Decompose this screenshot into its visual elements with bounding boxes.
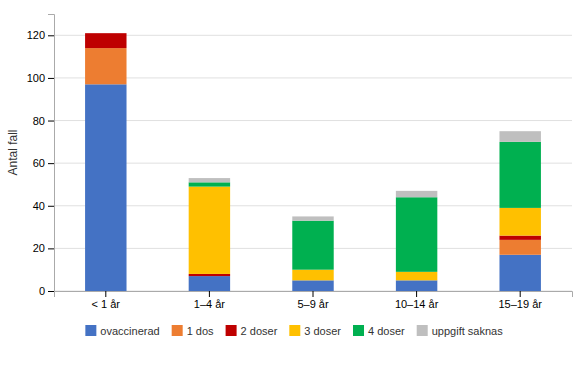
x-axis: < 1 år 1–4 år 5–9 år 10–14 år 15–19 år bbox=[55, 291, 573, 310]
x-tick-mark bbox=[209, 291, 210, 297]
y-tick-mark bbox=[48, 248, 54, 249]
y-tick-mark bbox=[48, 291, 54, 292]
series bbox=[189, 187, 541, 281]
legend-item: 2 doser bbox=[226, 325, 278, 337]
x-tick-mark bbox=[313, 291, 314, 297]
y-tick-label: 20 bbox=[33, 242, 45, 254]
grid-line bbox=[54, 120, 572, 121]
legend-swatch bbox=[417, 325, 428, 336]
y-tick-label: 60 bbox=[33, 157, 45, 169]
x-tick: 1–4 år bbox=[194, 291, 226, 310]
bar-segment bbox=[499, 236, 540, 240]
bar-segment bbox=[499, 131, 540, 142]
y-tick: 100 bbox=[27, 72, 54, 84]
y-tick-label: 80 bbox=[33, 115, 45, 127]
bar-segment bbox=[292, 221, 333, 270]
y-tick-mark bbox=[48, 206, 54, 207]
x-tick: < 1 år bbox=[92, 291, 121, 310]
legend-label: 2 doser bbox=[241, 325, 278, 337]
y-tick: 80 bbox=[33, 115, 54, 127]
bar-segment bbox=[396, 280, 437, 291]
x-tick-label: < 1 år bbox=[92, 298, 121, 310]
y-tick: 60 bbox=[33, 157, 54, 169]
legend-label: uppgift saknas bbox=[432, 325, 503, 337]
series bbox=[85, 84, 541, 291]
x-tick-label: 5–9 år bbox=[297, 298, 329, 310]
legend-label: 1 dos bbox=[187, 325, 214, 337]
x-tick-label: 10–14 år bbox=[395, 298, 439, 310]
bar-segment bbox=[396, 197, 437, 272]
chart: 0 20 40 60 80 100 120 < 1 år 1–4 år 5–9 år 10–14 å… bbox=[0, 0, 588, 369]
bar-segment bbox=[499, 208, 540, 236]
bar-segment bbox=[292, 270, 333, 281]
x-tick-mark bbox=[520, 291, 521, 297]
y-tick-mark bbox=[48, 78, 54, 79]
x-tick-mark bbox=[416, 291, 417, 297]
grid bbox=[54, 35, 572, 291]
legend-label: ovaccinerad bbox=[100, 325, 159, 337]
legend-item: 3 doser bbox=[289, 325, 341, 337]
bar-segment bbox=[189, 182, 230, 186]
y-tick: 40 bbox=[33, 200, 54, 212]
legend-swatch bbox=[289, 325, 300, 336]
x-tick-label: 15–19 år bbox=[498, 298, 542, 310]
plot: 0 20 40 60 80 100 120 < 1 år 1–4 år 5–9 år 10–14 å… bbox=[27, 15, 573, 310]
legend-label: 3 doser bbox=[304, 325, 341, 337]
y-tick-label: 100 bbox=[27, 72, 45, 84]
bar-segment bbox=[499, 255, 540, 291]
bar-segment bbox=[396, 272, 437, 281]
y-tick: 0 bbox=[39, 285, 54, 297]
x-tick: 15–19 år bbox=[498, 291, 542, 310]
y-tick-label: 40 bbox=[33, 200, 45, 212]
x-tick: 10–14 år bbox=[395, 291, 439, 310]
series bbox=[85, 33, 541, 276]
legend-item: 1 dos bbox=[172, 325, 214, 337]
bar-segment bbox=[85, 33, 126, 34]
legend-item: ovaccinerad bbox=[85, 325, 159, 337]
legend-item: uppgift saknas bbox=[417, 325, 503, 337]
y-axis-title: Antal fall bbox=[6, 129, 20, 175]
bar-segment bbox=[189, 274, 230, 276]
bar-segment bbox=[85, 33, 126, 34]
bar-segment bbox=[85, 33, 126, 48]
y-axis: 0 20 40 60 80 100 120 bbox=[27, 15, 55, 298]
bar-segment bbox=[396, 191, 437, 197]
grid-line bbox=[54, 163, 572, 164]
legend-label: 4 doser bbox=[368, 325, 405, 337]
y-tick: 20 bbox=[33, 242, 54, 254]
y-tick: 120 bbox=[27, 29, 54, 41]
bar-segment bbox=[292, 280, 333, 291]
bar-segment bbox=[292, 216, 333, 220]
x-tick: 5–9 år bbox=[297, 291, 329, 310]
y-tick-mark bbox=[48, 163, 54, 164]
grid-line bbox=[54, 77, 572, 78]
legend-item: 4 doser bbox=[353, 325, 405, 337]
x-axis-line bbox=[55, 292, 573, 298]
bar-segment bbox=[85, 48, 126, 84]
series bbox=[189, 131, 541, 220]
bar-segment bbox=[85, 33, 126, 34]
grid-line bbox=[54, 205, 572, 206]
legend-swatch bbox=[85, 325, 96, 336]
legend-swatch bbox=[226, 325, 237, 336]
y-tick-mark bbox=[48, 121, 54, 122]
y-tick-label: 0 bbox=[39, 285, 45, 297]
legend-swatch bbox=[353, 325, 364, 336]
grid-line bbox=[54, 35, 572, 36]
x-tick-mark bbox=[105, 291, 106, 297]
bar-segment bbox=[499, 142, 540, 208]
bar-segment bbox=[189, 187, 230, 274]
bar-segment bbox=[499, 240, 540, 255]
bar-segment bbox=[189, 276, 230, 291]
y-tick-mark bbox=[48, 35, 54, 36]
bar-segment bbox=[189, 178, 230, 182]
legend-swatch bbox=[172, 325, 183, 336]
y-tick-label: 120 bbox=[27, 29, 45, 41]
y-axis-line bbox=[48, 15, 55, 292]
x-tick-label: 1–4 år bbox=[194, 298, 226, 310]
bars bbox=[85, 33, 541, 291]
series bbox=[189, 142, 541, 272]
legend: ovaccinerad 1 dos 2 doser 3 doser 4 doser upp… bbox=[85, 325, 503, 337]
bar-segment bbox=[85, 84, 126, 291]
